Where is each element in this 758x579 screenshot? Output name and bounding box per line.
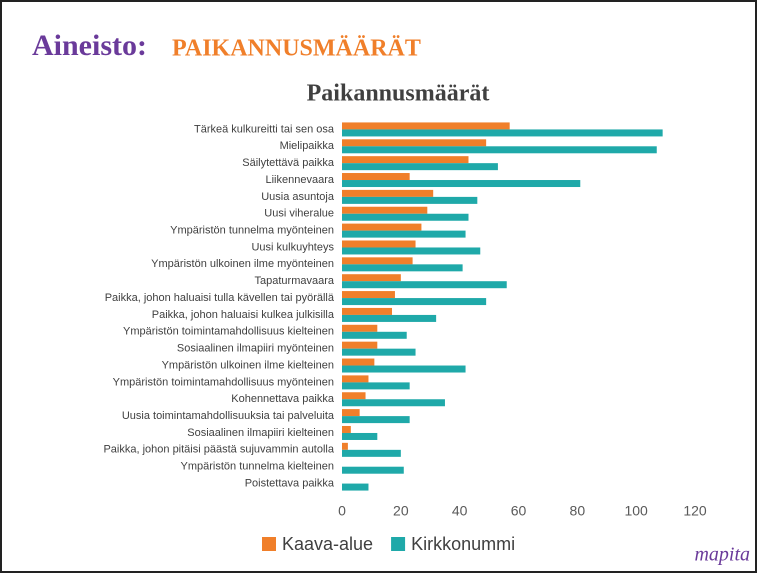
x-tick-label: 80	[570, 503, 586, 519]
bar	[342, 223, 422, 231]
y-tick-label: Paikka, johon haluaisi tulla kävellen ta…	[105, 292, 335, 304]
bar	[342, 139, 487, 147]
y-tick-label: Paikka, johon haluaisi kulkea julkisilla	[152, 309, 335, 321]
bar	[342, 189, 434, 197]
bar	[342, 156, 469, 164]
bar	[342, 331, 407, 339]
y-tick-label: Uusi kulkuyhteys	[251, 241, 334, 253]
bar	[342, 247, 481, 255]
bar	[342, 449, 401, 457]
bar	[342, 392, 366, 400]
bar	[342, 180, 581, 188]
y-tick-label: Liikennevaara	[266, 174, 335, 186]
x-tick-label: 100	[624, 503, 648, 519]
bar	[342, 466, 404, 474]
legend-label: Kirkkonummi	[411, 534, 515, 554]
bar	[342, 409, 360, 417]
y-tick-label: Ympäristön tunnelma myönteinen	[170, 225, 334, 237]
y-tick-label: Ympäristön ulkoinen ilme kielteinen	[162, 359, 334, 371]
bar	[342, 483, 369, 491]
bar	[342, 324, 378, 332]
bar	[342, 129, 663, 137]
bar	[342, 146, 657, 154]
bar	[342, 432, 378, 440]
bar	[342, 122, 510, 130]
y-tick-label: Sosiaalinen ilmapiiri myönteinen	[177, 343, 334, 355]
bar	[342, 298, 487, 306]
bar	[342, 274, 401, 282]
bar	[342, 416, 410, 424]
y-tick-label: Tapaturmavaara	[255, 275, 335, 287]
heading-prefix: Aineisto:	[32, 29, 147, 62]
bar	[342, 196, 478, 204]
bar	[342, 382, 410, 390]
y-tick-label: Sosiaalinen ilmapiiri kielteinen	[187, 427, 334, 439]
bar	[342, 206, 428, 214]
bar	[342, 307, 393, 315]
y-tick-label: Säilytettävä paikka	[242, 157, 335, 169]
bar	[342, 314, 437, 322]
bar	[342, 291, 395, 299]
bar	[342, 281, 507, 289]
bar	[342, 442, 348, 450]
y-tick-label: Ympäristön toimintamahdollisuus kieltein…	[123, 326, 334, 338]
legend-swatch	[262, 537, 276, 551]
bar	[342, 213, 469, 221]
bar	[342, 341, 378, 349]
y-tick-label: Mielipaikka	[280, 140, 335, 152]
bar	[342, 375, 369, 383]
y-tick-label: Tärkeä kulkureitti tai sen osa	[194, 123, 335, 135]
heading-main: PAIKANNUSMÄÄRÄT	[172, 36, 421, 62]
x-tick-label: 0	[338, 503, 346, 519]
y-tick-label: Uusia asuntoja	[261, 191, 335, 203]
y-tick-label: Paikka, johon pitäisi päästä sujuvammin …	[103, 444, 334, 456]
bar	[342, 348, 416, 356]
y-tick-label: Ympäristön ulkoinen ilme myönteinen	[151, 258, 334, 270]
bar	[342, 230, 466, 238]
x-tick-label: 60	[511, 503, 527, 519]
x-tick-label: 120	[683, 503, 707, 519]
bar	[342, 264, 463, 272]
y-tick-label: Kohennettava paikka	[231, 393, 335, 405]
bar	[342, 365, 466, 373]
bar	[342, 163, 498, 171]
legend-label: Kaava-alue	[282, 534, 373, 554]
chart-title: Paikannusmäärät	[307, 81, 490, 107]
bar	[342, 257, 413, 265]
y-tick-label: Uusi viheralue	[264, 208, 334, 220]
bar	[342, 240, 416, 248]
y-tick-label: Ympäristön toimintamahdollisuus myöntein…	[113, 376, 334, 388]
bar	[342, 399, 445, 407]
y-tick-label: Ympäristön tunnelma kielteinen	[181, 461, 334, 473]
bar	[342, 358, 375, 366]
x-tick-label: 40	[452, 503, 468, 519]
logo: mapita	[694, 544, 750, 566]
legend-swatch	[391, 537, 406, 551]
bar	[342, 173, 410, 181]
x-tick-label: 20	[393, 503, 409, 519]
y-tick-label: Uusia toimintamahdollisuuksia tai palvel…	[122, 410, 335, 422]
y-tick-label: Poistettava paikka	[245, 477, 335, 489]
bar	[342, 425, 351, 433]
